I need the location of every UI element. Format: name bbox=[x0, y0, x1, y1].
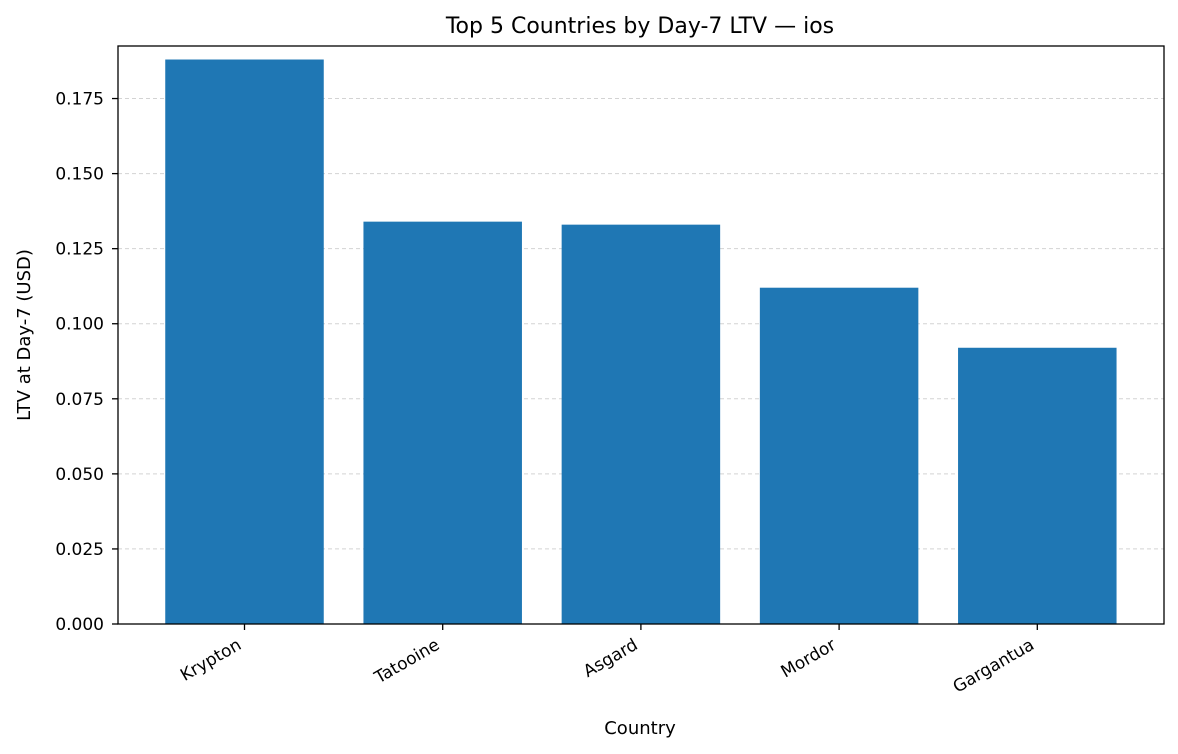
bar-mordor bbox=[759, 287, 919, 624]
bars bbox=[165, 59, 1117, 624]
y-tick-label: 0.175 bbox=[55, 90, 104, 110]
y-tick-label: 0.000 bbox=[55, 615, 104, 635]
x-axis-label: Country bbox=[604, 718, 676, 739]
x-tick-label: Tatooine bbox=[370, 635, 443, 689]
bar-gargantua bbox=[958, 347, 1117, 624]
x-axis-ticks: Krypton Tatooine Asgard Mordor Gargantua bbox=[177, 624, 1038, 697]
x-tick-label: Mordor bbox=[778, 635, 840, 682]
bar-asgard bbox=[561, 224, 721, 624]
y-tick-label: 0.150 bbox=[55, 165, 104, 185]
x-tick-label: Krypton bbox=[177, 635, 245, 686]
y-tick-label: 0.125 bbox=[55, 240, 104, 260]
y-tick-label: 0.100 bbox=[55, 315, 104, 335]
x-tick-label: Asgard bbox=[580, 635, 641, 682]
y-tick-label: 0.075 bbox=[55, 390, 104, 410]
y-axis-label: LTV at Day-7 (USD) bbox=[14, 249, 35, 421]
y-tick-label: 0.050 bbox=[55, 465, 104, 485]
y-axis-ticks: 0.000 0.025 0.050 0.075 0.100 0.125 0.150 0.175 bbox=[55, 90, 118, 635]
chart-title: Top 5 Countries by Day-7 LTV — ios bbox=[445, 14, 834, 39]
bar-krypton bbox=[165, 59, 324, 624]
bar-tatooine bbox=[363, 221, 522, 624]
y-tick-label: 0.025 bbox=[55, 540, 104, 560]
x-tick-label: Gargantua bbox=[950, 635, 1038, 697]
